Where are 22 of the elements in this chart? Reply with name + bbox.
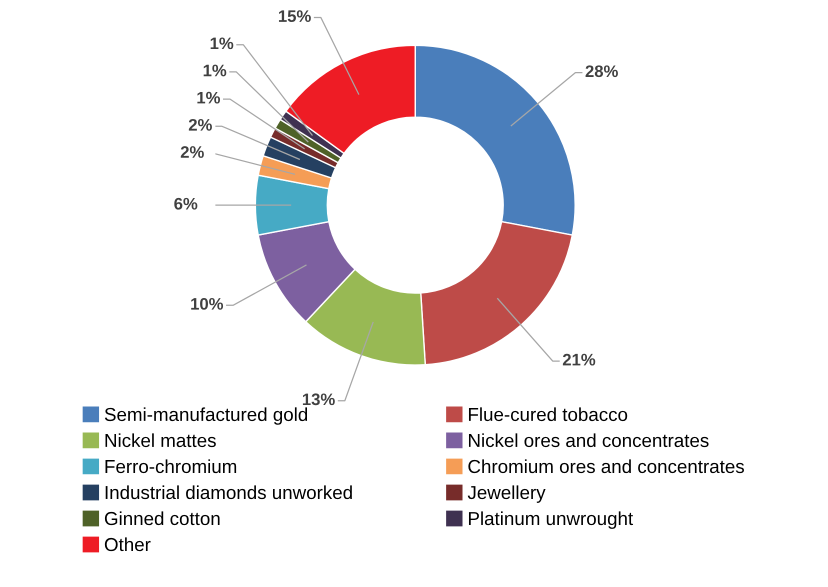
data-label: 6% [174,198,198,210]
legend-label: Ferro-chromium [106,459,236,474]
data-label: 28% [586,65,618,78]
data-label: 1% [210,37,234,50]
legend-label: Industrial diamonds unworked [106,485,352,500]
legend-label: Nickel mattes [106,433,216,448]
data-label: 2% [188,118,212,131]
legend-label: Jewellery [468,485,546,503]
data-label: 15% [278,10,311,22]
data-label: 1% [204,64,226,76]
legend-label: Platinum unwrought [468,511,634,529]
data-label: 10% [191,298,224,310]
legend-label: Semi-manufactured gold [104,407,308,425]
legend-label: Ginned cotton [104,511,220,526]
legend-label: Other [104,537,151,552]
data-label: 13% [302,393,335,406]
legend-label: Flue-cured tobacco [468,407,628,422]
legend-label: Chromium ores and concentrates [468,459,744,474]
data-label: 21% [562,354,596,366]
legend-label: Nickel ores and concentrates [468,433,709,448]
data-label: 1% [197,92,220,104]
data-label: 2% [180,146,204,158]
